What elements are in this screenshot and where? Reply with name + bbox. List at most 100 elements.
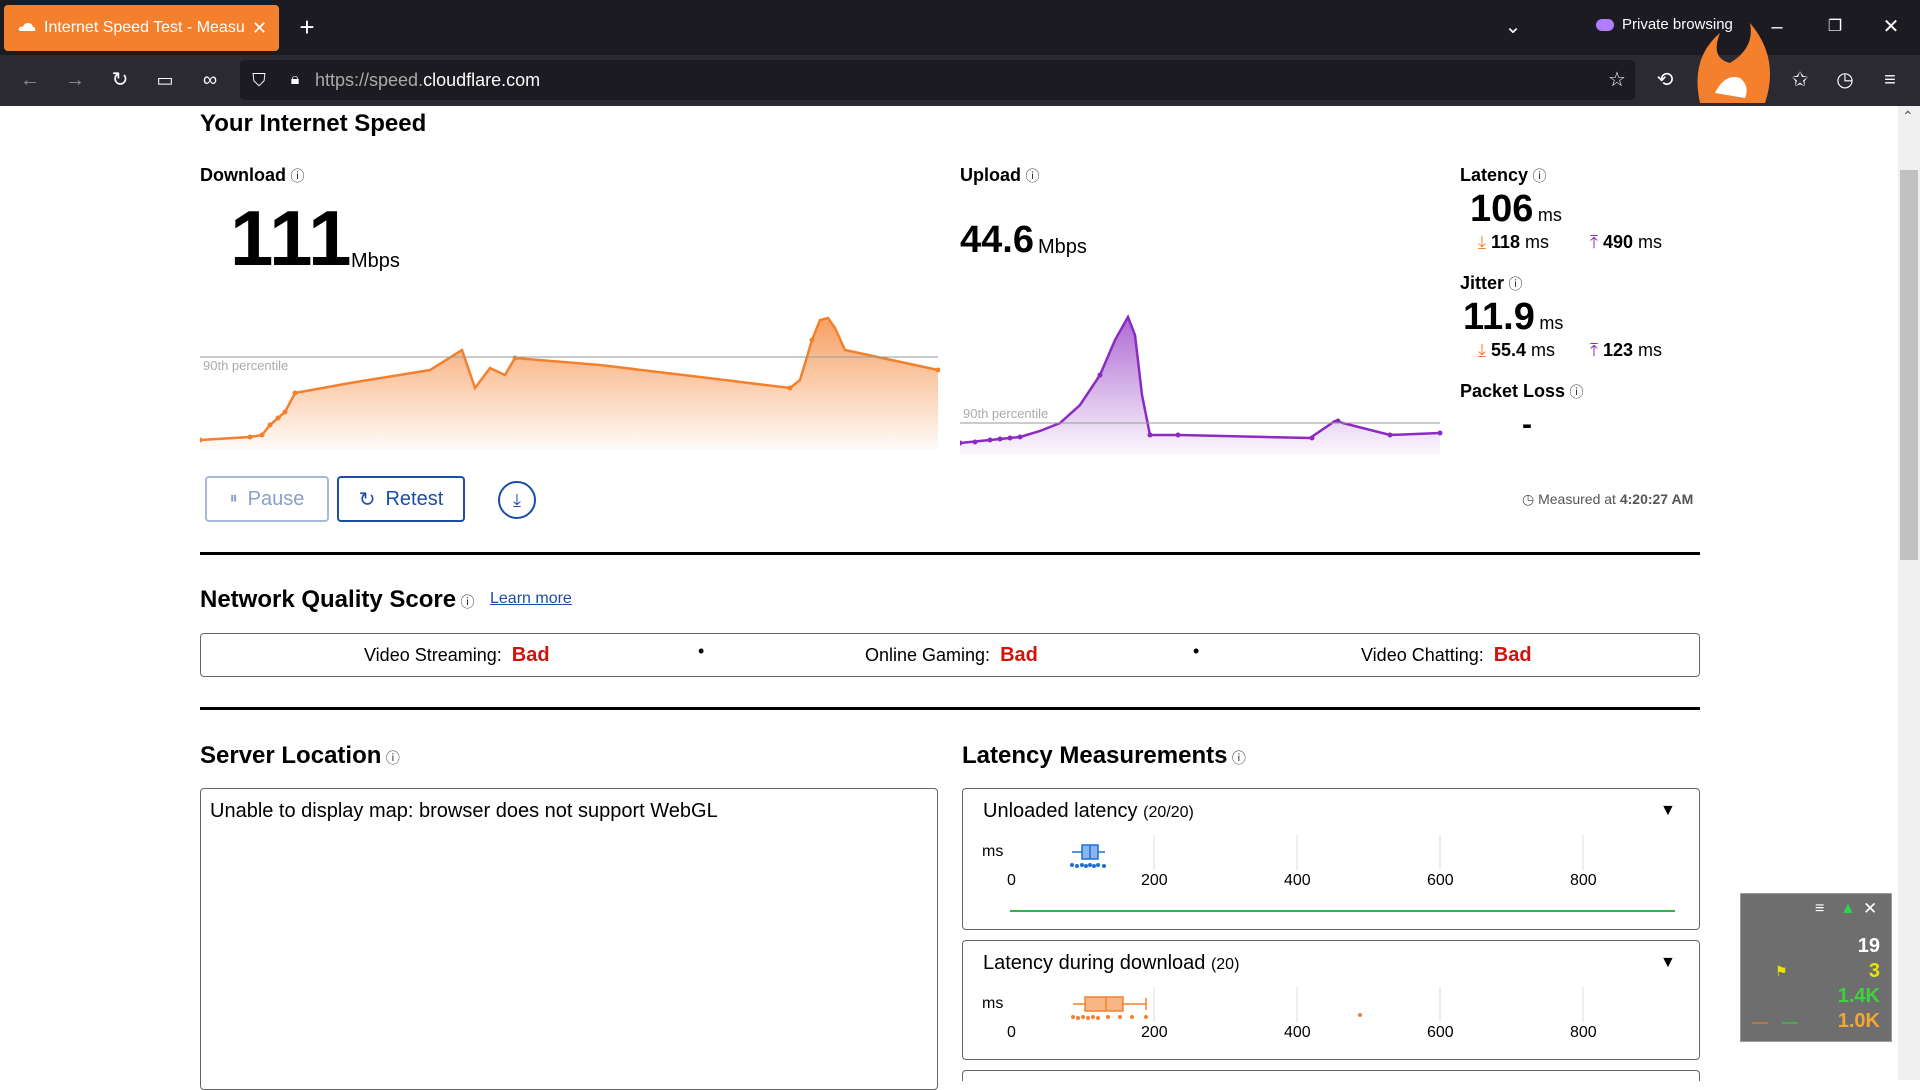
jitter-download-row: ⤓ 55.4 ms <box>1478 340 1555 361</box>
tick-label: 400 <box>1284 1024 1311 1041</box>
jitter-label: Jitter <box>1460 273 1505 293</box>
section-divider <box>200 552 1700 555</box>
score-value: Bad <box>1493 644 1532 666</box>
expand-chevron-icon[interactable]: ▼ <box>1660 802 1676 819</box>
overlay-menu-icon[interactable]: ≡ <box>1815 900 1825 917</box>
pause-label: Pause <box>247 487 305 510</box>
tick-label: 600 <box>1427 1024 1454 1041</box>
quality-info-icon[interactable]: ⓘ <box>460 594 475 610</box>
close-tab-icon[interactable]: ✕ <box>252 17 268 38</box>
download-label: Download <box>200 165 286 185</box>
upload-info-icon[interactable]: ⓘ <box>1025 168 1040 184</box>
retest-label: Retest <box>385 487 444 510</box>
next-card-edge <box>962 1070 1700 1081</box>
download-area <box>200 318 938 450</box>
back-icon[interactable]: ← <box>20 69 40 91</box>
card-title: Unloaded latency <box>983 800 1138 822</box>
forward-icon[interactable]: → <box>65 69 85 91</box>
upload-percentile-label: 90th percentile <box>963 406 1049 421</box>
latency-download-unit: ms <box>1525 232 1550 252</box>
clock-icon[interactable]: ◷ <box>1836 69 1854 91</box>
browser-tab[interactable]: Internet Speed Test - Measure Network Pe… <box>4 5 279 51</box>
packet-loss-info-icon[interactable]: ⓘ <box>1569 384 1584 400</box>
download-heading: Download ⓘ <box>200 165 304 186</box>
tick-label: 0 <box>1007 1024 1016 1041</box>
latency-value: 106 <box>1470 188 1534 230</box>
packet-loss-heading: Packet Loss ⓘ <box>1460 381 1584 402</box>
unloaded-boxplot <box>1070 844 1106 868</box>
overlay-collapse-icon[interactable]: ▲ <box>1840 900 1856 917</box>
bookmarks-icon[interactable]: ✩ <box>1791 69 1809 91</box>
tick-label: 200 <box>1141 872 1168 889</box>
latency-measurements-heading: Latency Measurements ⓘ <box>962 742 1246 770</box>
quality-title: Network Quality Score <box>200 586 457 613</box>
pause-icon: ⏸︎ <box>229 490 238 507</box>
jitter-upload-unit: ms <box>1638 340 1663 360</box>
scrollbar-thumb[interactable] <box>1900 170 1918 560</box>
upload-label: Upload <box>960 165 1021 185</box>
jitter-heading: Jitter ⓘ <box>1460 273 1522 294</box>
menu-icon[interactable]: ≡ <box>1884 69 1896 91</box>
download-arrow-icon: ⤓ <box>1478 232 1486 252</box>
score-separator: • <box>698 641 705 661</box>
reload-icon[interactable]: ↻ <box>111 69 129 91</box>
expand-chevron-icon[interactable]: ▼ <box>1660 954 1676 971</box>
upload-heading: Upload ⓘ <box>960 165 1039 186</box>
latency-measurements-info-icon[interactable]: ⓘ <box>1231 750 1246 766</box>
scroll-up-icon[interactable]: ⌃ <box>1902 108 1914 124</box>
lock-icon[interactable]: 🔒︎ <box>290 71 300 88</box>
download-value: 111 <box>230 194 352 282</box>
latency-measurements-title: Latency Measurements <box>962 742 1228 769</box>
server-info-icon[interactable]: ⓘ <box>385 750 400 766</box>
download-chart <box>200 316 940 450</box>
jitter-upload-row: ⤒ 123 ms <box>1590 340 1662 361</box>
fox-mascot-icon <box>1697 23 1770 103</box>
axis-unit: ms <box>982 995 1004 1012</box>
jitter-download-value: 55.4 <box>1490 340 1527 360</box>
sidebar-icon[interactable]: ▭ <box>156 70 174 90</box>
tick-label: 800 <box>1570 872 1597 889</box>
download-info-icon[interactable]: ⓘ <box>290 168 305 184</box>
packet-loss-label: Packet Loss <box>1460 381 1566 401</box>
download-results-icon[interactable]: ⤓ <box>498 481 536 519</box>
cloudflare-favicon-icon <box>18 19 36 37</box>
learn-more-link[interactable]: Learn more <box>490 590 572 607</box>
upload-value: 44.6 <box>960 219 1034 261</box>
axis-unit: ms <box>982 843 1004 860</box>
latency-upload-unit: ms <box>1638 232 1663 252</box>
new-tab-icon[interactable]: + <box>299 12 315 42</box>
overlay-dash-icon: — <box>1752 1014 1768 1031</box>
download-boxplot <box>1071 996 1362 1020</box>
measured-prefix: Measured at <box>1538 491 1616 507</box>
window-close-icon[interactable]: ✕ <box>1882 16 1900 38</box>
pause-button[interactable]: ⏸︎ Pause <box>205 476 329 522</box>
restore-icon[interactable]: ❐ <box>1827 18 1843 35</box>
page-title: Your Internet Speed <box>200 110 427 137</box>
minimize-icon[interactable]: – <box>1771 16 1783 38</box>
shield-icon[interactable]: ⛉ <box>252 70 266 90</box>
jitter-info-icon[interactable]: ⓘ <box>1508 276 1523 292</box>
unloaded-latency-header[interactable]: Unloaded latency (20/20) <box>983 800 1194 823</box>
download-arrow-icon: ⤓ <box>1478 340 1486 360</box>
score-value: Bad <box>511 644 550 666</box>
list-tabs-icon[interactable]: ⌄ <box>1504 16 1522 38</box>
history-icon[interactable]: ⟲ <box>1656 69 1674 91</box>
latency-info-icon[interactable]: ⓘ <box>1532 168 1547 184</box>
video-streaming-score: Video Streaming: Bad <box>364 644 550 667</box>
url-bar[interactable] <box>240 60 1635 100</box>
card-count: (20/20) <box>1143 804 1194 821</box>
bookmark-star-icon[interactable]: ☆ <box>1608 69 1626 91</box>
retest-button[interactable]: ↻ Retest <box>337 476 465 522</box>
latency-value-row: 106 ms <box>1470 188 1562 231</box>
url-text[interactable]: https://speed.cloudflare.com <box>315 70 541 90</box>
clock-small-icon: ◷ <box>1522 491 1539 507</box>
private-browsing-label: Private browsing <box>1622 16 1733 33</box>
quality-heading: Network Quality Score ⓘ <box>200 586 475 614</box>
jitter-upload-value: 123 <box>1602 340 1634 360</box>
latency-download-row: ⤓ 118 ms <box>1478 232 1549 253</box>
score-label: Online Gaming: <box>865 645 991 665</box>
download-latency-header[interactable]: Latency during download (20) <box>983 952 1239 975</box>
overlay-value-4: 1.0K <box>1837 1010 1880 1032</box>
overlay-close-icon[interactable]: ✕ <box>1863 899 1878 918</box>
latency-upload-value: 490 <box>1602 232 1634 252</box>
